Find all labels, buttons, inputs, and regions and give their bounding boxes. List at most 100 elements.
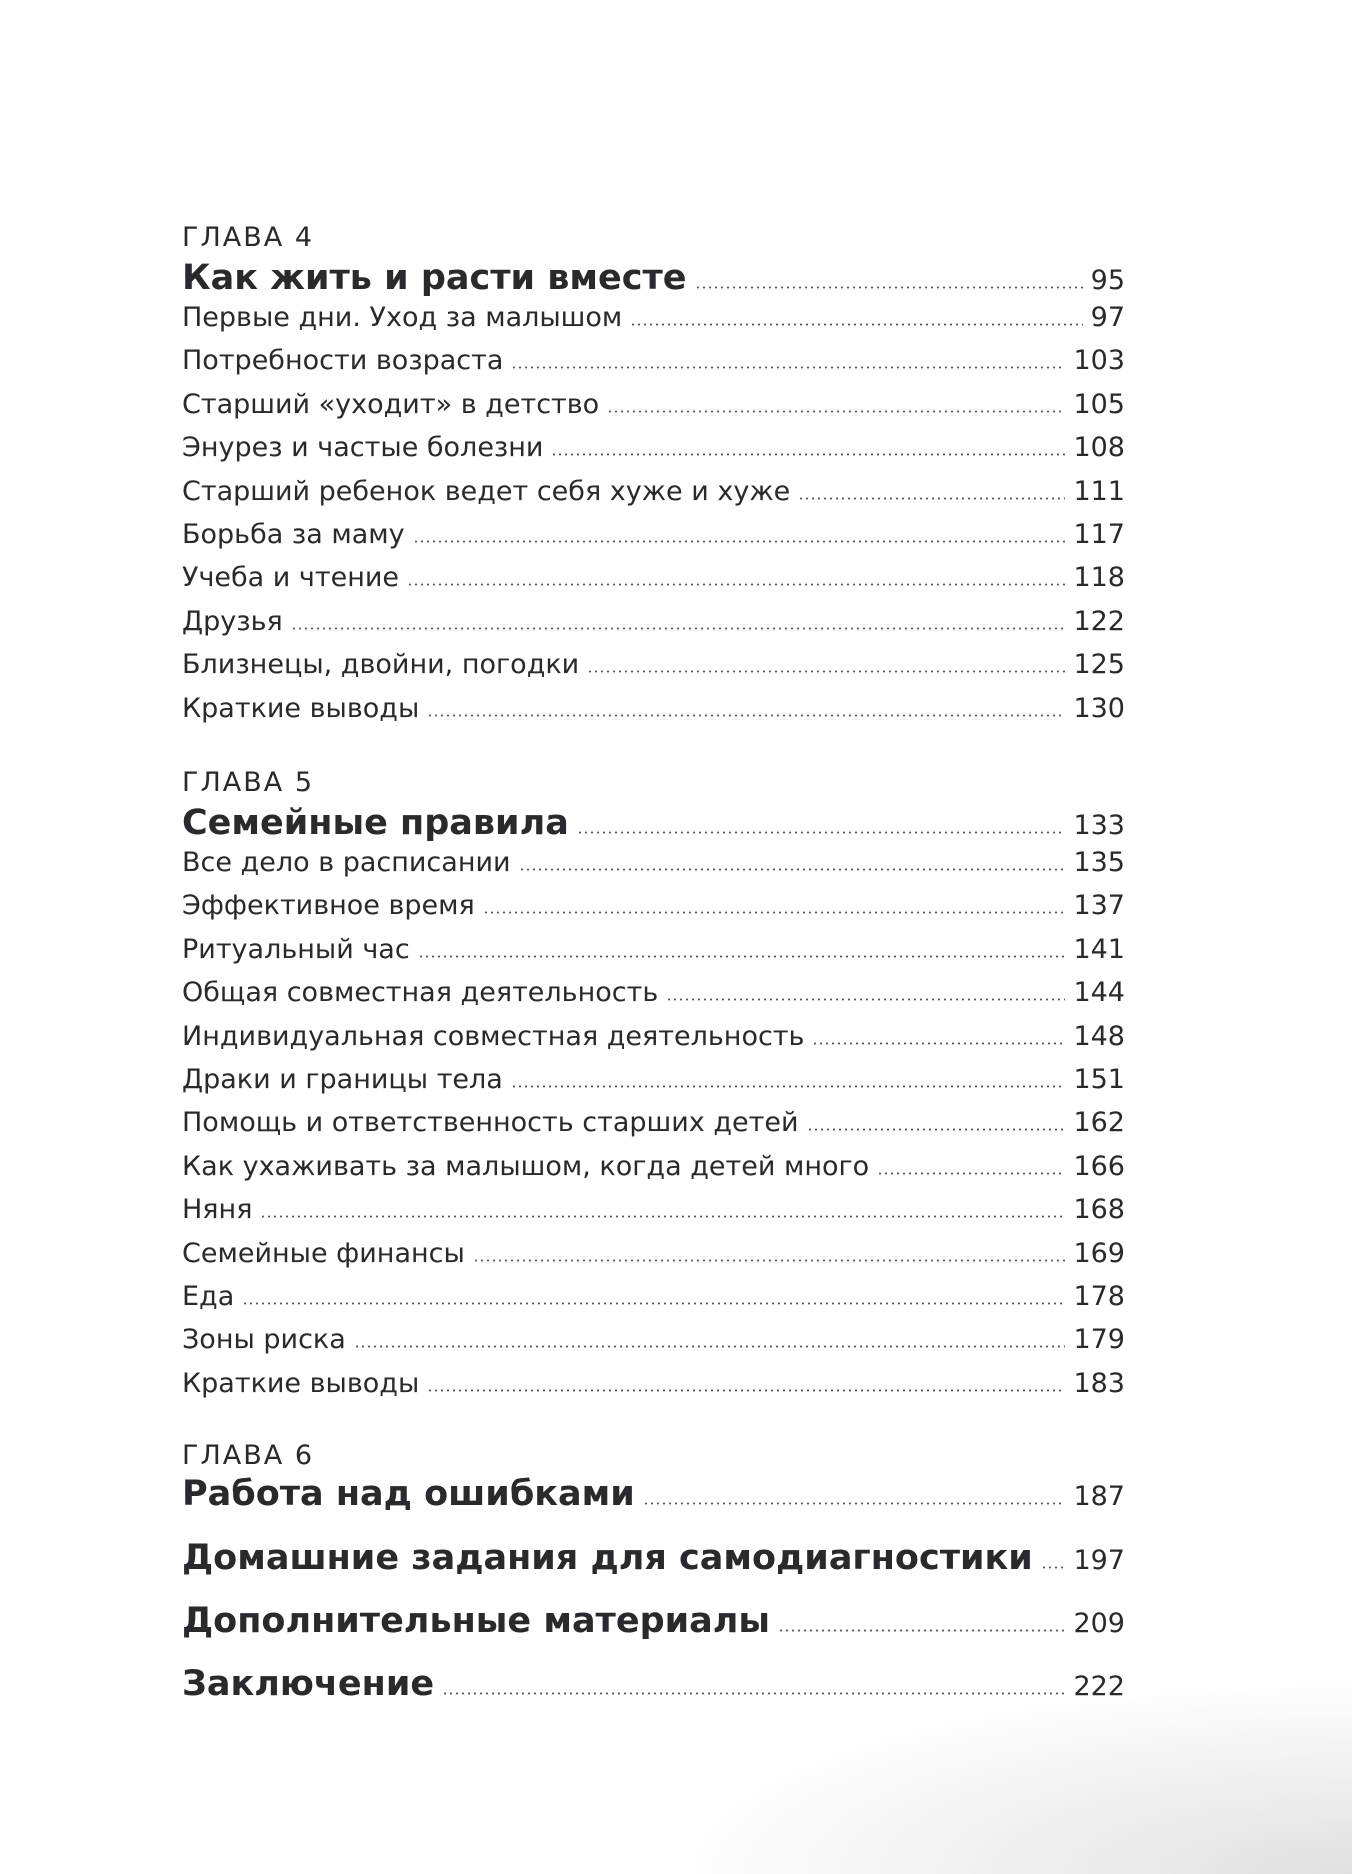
entry-title: Учеба и чтение [182,562,400,594]
toc-entry[interactable]: Старший «уходит» в детство 105 [182,389,1125,420]
page-number: 105 [1073,388,1125,420]
dot-leader [412,540,1066,543]
dot-leader [666,998,1066,1002]
entry-title: Как ухаживать за малышом, когда детей мн… [182,1150,870,1182]
page-number: 133 [1073,810,1125,841]
dot-leader [812,1041,1066,1045]
page-number: 166 [1073,1150,1125,1182]
entry-title: Драки и границы тела [182,1064,503,1095]
page-number: 151 [1073,1064,1125,1095]
chapter-label: ГЛАВА 5 [182,767,314,798]
page-number: 179 [1073,1324,1125,1356]
dot-leader [587,670,1066,674]
toc-entry[interactable]: Близнецы, двойни, погодки 125 [182,649,1125,680]
page-number: 169 [1073,1237,1125,1269]
entry-title: Старший «уходит» в детство [182,388,600,420]
toc-entry[interactable]: Все дело в расписании 135 [182,847,1125,878]
dot-leader [1040,1566,1066,1569]
dot-leader [877,1171,1066,1175]
dot-leader [551,453,1066,457]
entry-title: Зоны риска [182,1324,346,1356]
entry-title: Семейные правила [182,803,569,843]
chapter-label: ГЛАВА 4 [182,222,314,253]
dot-leader [510,1085,1066,1088]
page-number: 95 [1090,265,1125,296]
entry-title: Потребности возраста [182,345,504,377]
toc-entry[interactable]: Няня 168 [182,1194,1125,1225]
dot-leader [242,1302,1066,1305]
dot-leader [353,1345,1066,1349]
entry-title: Близнецы, двойни, погодки [182,649,580,681]
page-number: 122 [1073,605,1125,637]
dot-leader [427,1388,1066,1392]
page-number: 117 [1073,519,1125,550]
entry-title: Ритуальный час [182,933,410,965]
page-number: 144 [1073,977,1125,1009]
dot-leader [778,1629,1066,1632]
dot-leader [472,1258,1066,1262]
entry-title: Индивидуальная совместная деятельность [182,1020,805,1052]
entry-title: Еда [182,1281,235,1312]
toc-entry[interactable]: Старший ребенок ведет себя хуже и хуже 11… [182,476,1125,507]
page-number: 137 [1073,890,1125,922]
page-number: 135 [1073,847,1125,878]
entry-title: Дополнительные материалы [182,1601,771,1641]
entry-title: Общая совместная деятельность [182,977,659,1009]
dot-leader [607,409,1066,413]
toc-entry[interactable]: Семейные финансы 169 [182,1238,1125,1269]
entry-title: Как жить и расти вместе [182,258,687,298]
page-number: 197 [1073,1545,1125,1576]
entry-title: Все дело в расписании [182,847,511,878]
toc-entry[interactable]: Энурез и частые болезни 108 [182,432,1125,463]
section-title[interactable]: Заключение 222 [182,1664,1125,1704]
page-number: 222 [1073,1671,1125,1702]
dot-leader [518,868,1066,871]
toc-entry[interactable]: Индивидуальная совместная деятельность 14… [182,1021,1125,1052]
dot-leader [806,1128,1066,1132]
toc-entry[interactable]: Краткие выводы 183 [182,1368,1125,1399]
entry-title: Краткие выводы [182,692,420,724]
page-number: 148 [1073,1020,1125,1052]
page-number: 183 [1073,1367,1125,1399]
chapter-label: ГЛАВА 6 [182,1440,314,1471]
section-title[interactable]: Дополнительные материалы 209 [182,1601,1125,1641]
toc-entry[interactable]: Еда 178 [182,1281,1125,1312]
section-title[interactable]: Домашние задания для самодиагностики 197 [182,1538,1125,1578]
dot-leader [407,583,1066,587]
chapter-title[interactable]: Семейные правила 133 [182,803,1125,843]
toc-entry[interactable]: Помощь и ответственность старших детей 16… [182,1107,1125,1138]
dot-leader [427,713,1066,717]
dot-leader [260,1215,1066,1219]
toc-entry[interactable]: Первые дни. Уход за малышом 97 [182,302,1125,333]
toc-entry[interactable]: Как ухаживать за малышом, когда детей мн… [182,1151,1125,1182]
entry-title: Работа над ошибками [182,1474,635,1514]
entry-title: Заключение [182,1664,435,1704]
entry-title: Помощь и ответственность старших детей [182,1107,799,1139]
entry-title: Друзья [182,605,283,637]
dot-leader [798,496,1066,500]
entry-title: Краткие выводы [182,1367,420,1399]
toc-entry[interactable]: Потребности возраста 103 [182,345,1125,376]
page-number: 168 [1073,1194,1125,1226]
toc-entry[interactable]: Друзья 122 [182,606,1125,637]
dot-leader [511,366,1066,370]
chapter-title[interactable]: Работа над ошибками 187 [182,1474,1125,1514]
toc-entry[interactable]: Общая совместная деятельность 144 [182,977,1125,1008]
toc-entry[interactable]: Ритуальный час 141 [182,934,1125,965]
dot-leader [694,286,1083,289]
page-number: 111 [1073,475,1125,507]
entry-title: Борьба за маму [182,519,405,550]
chapter-title[interactable]: Как жить и расти вместе 95 [182,258,1125,298]
toc-entry[interactable]: Борьба за маму 117 [182,519,1125,550]
toc-entry[interactable]: Эффективное время 137 [182,890,1125,921]
page-number: 178 [1073,1281,1125,1312]
dot-leader [417,954,1066,958]
dot-leader [630,323,1083,326]
toc-entry[interactable]: Драки и границы тела 151 [182,1064,1125,1095]
toc-entry[interactable]: Зоны риска 179 [182,1324,1125,1355]
entry-title: Первые дни. Уход за малышом [182,302,623,333]
dot-leader [482,911,1066,915]
toc-entry[interactable]: Учеба и чтение 118 [182,562,1125,593]
toc-entry[interactable]: Краткие выводы 130 [182,693,1125,724]
page-shadow [652,1674,1352,1874]
